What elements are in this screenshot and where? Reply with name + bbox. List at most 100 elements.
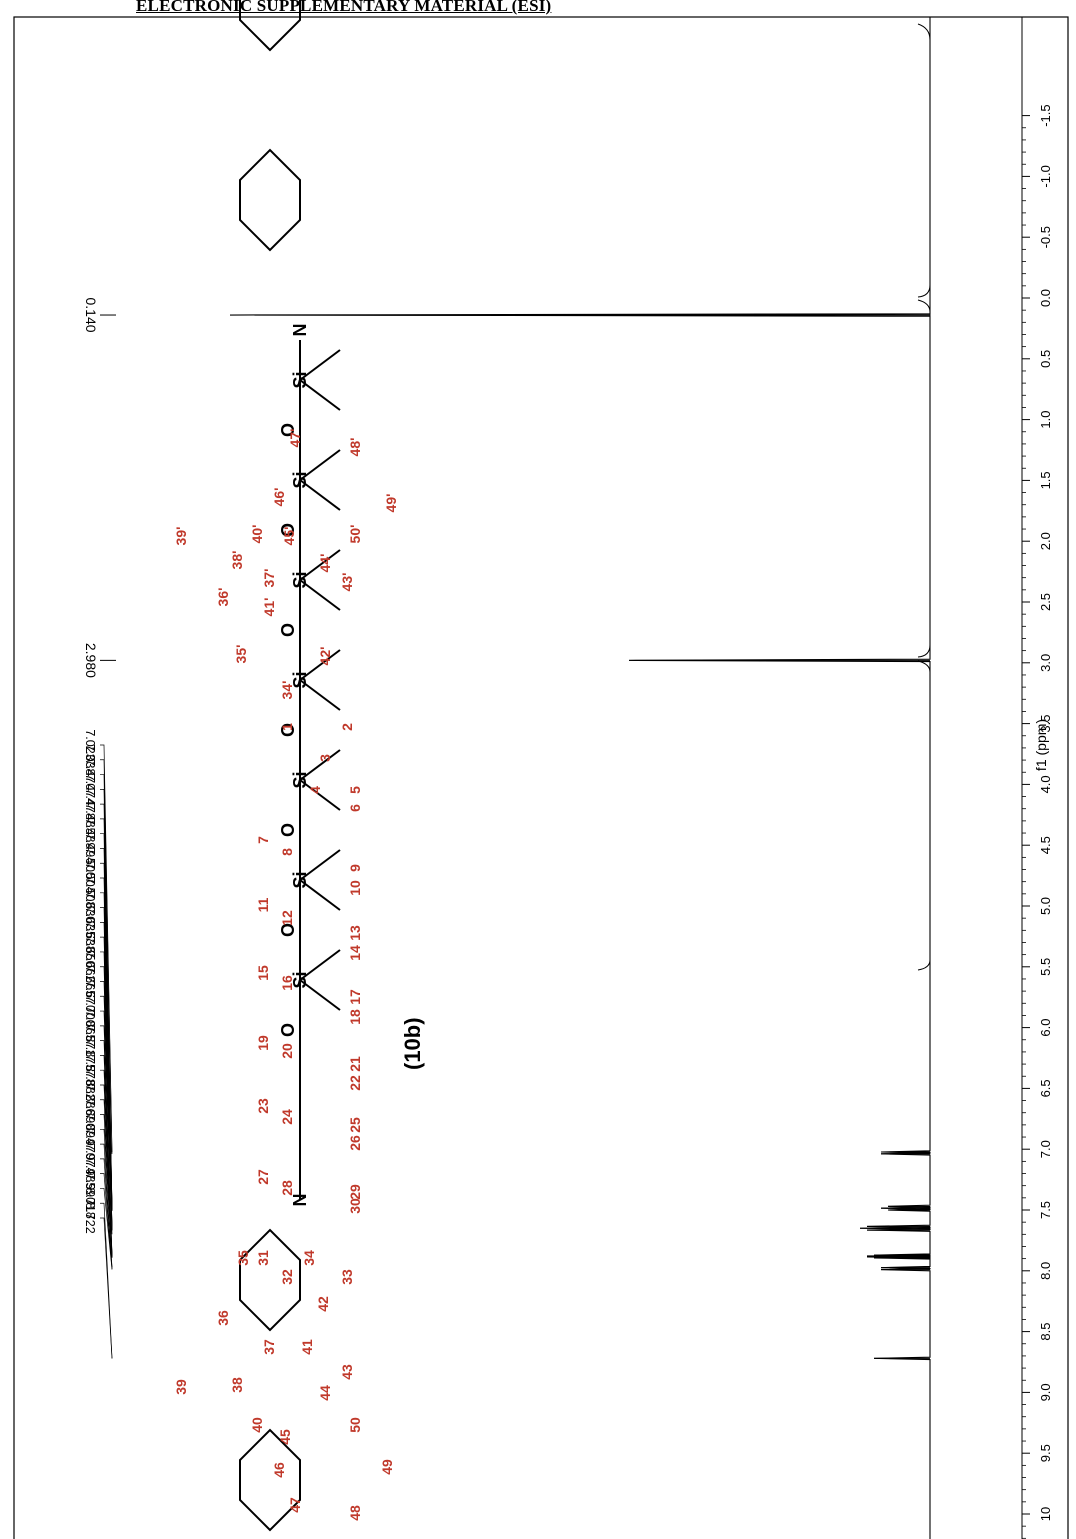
atom-number: 21 (347, 1056, 363, 1072)
x-axis-ticks (1022, 115, 1030, 1539)
atom-number: 49 (379, 1459, 395, 1475)
peak-label-leader (100, 1217, 113, 1359)
atom-O-3: O (278, 823, 298, 837)
atom-number: 32 (279, 1269, 295, 1285)
atom-number: 39' (173, 527, 189, 546)
atom-number: 39 (173, 1379, 189, 1395)
atom-number: 50 (347, 1417, 363, 1433)
atom-number: 40' (249, 525, 265, 544)
atom-number: 12 (279, 910, 295, 926)
x-tick-label: -1.5 (1038, 104, 1053, 126)
peak-label: 7.504 (83, 862, 97, 893)
peak-label: 7.635 (83, 907, 97, 938)
peak-label: 7.974 (83, 1143, 97, 1174)
x-tick-label: 2.0 (1038, 532, 1053, 550)
peak-label: 7.500 (83, 848, 97, 879)
atom-O-6: O (278, 523, 298, 537)
peak-label: 7.882 (83, 1069, 97, 1100)
ring-right-upper (239, 148, 301, 252)
atom-number: 48 (347, 1505, 363, 1521)
atom-number: 3 (317, 754, 333, 762)
peak-label: 7.865 (83, 1010, 97, 1041)
atom-number: 22 (347, 1075, 363, 1091)
atom-number: 25 (347, 1117, 363, 1133)
peak-label: 7.508 (83, 877, 97, 908)
ring-left-upper (239, 1228, 301, 1332)
atom-number: 26 (347, 1135, 363, 1151)
atom-number: 35' (233, 645, 249, 664)
x-tick-label: 5.5 (1038, 958, 1053, 976)
x-tick-label: 0.0 (1038, 289, 1053, 307)
peak-label: 7.650 (83, 936, 97, 967)
atom-number: 30 (347, 1198, 363, 1214)
x-tick-label: 1.5 (1038, 471, 1053, 489)
x-tick-label: 9.5 (1038, 1444, 1053, 1462)
atom-number: 49' (383, 494, 399, 513)
atom-number: 41' (261, 598, 277, 617)
x-tick-label: 8.5 (1038, 1323, 1053, 1341)
peak-label: 7.494 (83, 833, 97, 864)
peak-label: 7.878 (83, 1055, 97, 1086)
atom-number: 44 (317, 1385, 333, 1401)
atom-number: 34 (301, 1250, 317, 1266)
atom-O-5: O (278, 623, 298, 637)
atom-number: 20 (279, 1043, 295, 1059)
atom-number: 1 (279, 723, 295, 731)
atom-number: 2 (339, 723, 355, 731)
atom-O-1: O (278, 1023, 298, 1037)
atom-N-right: N (290, 324, 310, 337)
atom-number: 34' (279, 681, 295, 700)
x-axis-label: f1 (ppm) (1033, 719, 1049, 771)
peak-label: 7.985 (83, 1158, 97, 1189)
peak-label-leader (100, 1158, 113, 1268)
atom-number: 9 (347, 864, 363, 872)
peak-label: 7.875 (83, 1040, 97, 1071)
peak-label: 7.970 (83, 1128, 97, 1159)
x-tick-label: 6.0 (1038, 1019, 1053, 1037)
peak-label-list-singles: 0.140 2.980 (83, 298, 116, 678)
x-tick-label: 10 (1038, 1507, 1053, 1521)
atom-Si-6: Si (290, 471, 310, 488)
peak-label: 7.871 (83, 1025, 97, 1056)
atom-number: 42' (317, 647, 333, 666)
x-tick-label: -0.5 (1038, 226, 1053, 248)
peak-label: 7.474 (83, 774, 97, 805)
x-tick-label: 5.0 (1038, 897, 1053, 915)
x-tick-label: -1.0 (1038, 165, 1053, 187)
x-tick-label: 6.5 (1038, 1079, 1053, 1097)
atom-number: 24 (279, 1109, 295, 1125)
atom-number: 17 (347, 989, 363, 1005)
peak-label: 7.670 (83, 981, 97, 1012)
atom-number: 37' (261, 569, 277, 588)
peak-label: 0.140 (83, 298, 99, 333)
atom-number: 5 (347, 786, 363, 794)
peak-label: 2.980 (83, 643, 99, 678)
atom-number: 29 (347, 1184, 363, 1200)
peak-label: 7.662 (83, 951, 97, 982)
peak-label: 7.890 (83, 1099, 97, 1130)
atom-number: 50' (347, 525, 363, 544)
ring-left-terminal (239, 1428, 301, 1532)
spectrum-trace (229, 17, 931, 1539)
x-tick-label: 7.0 (1038, 1140, 1053, 1158)
atom-Si-3: Si (290, 771, 310, 788)
atom-number: 11 (255, 897, 271, 912)
peak-label: 7.489 (83, 818, 97, 849)
x-tick-label: 7.5 (1038, 1201, 1053, 1219)
atom-number: 41 (299, 1339, 315, 1355)
atom-number: 37 (261, 1339, 277, 1355)
peak-label: 7.470 (83, 759, 97, 790)
peak-label-leader (100, 892, 113, 1211)
atom-number: 44' (317, 554, 333, 573)
atom-number: 38' (229, 551, 245, 570)
peak-label-list-cluster: 7.0237.0387.4707.4747.4787.4857.4897.494… (83, 729, 97, 1233)
plot-frame (13, 16, 1069, 1539)
x-tick-label: 8.0 (1038, 1262, 1053, 1280)
atom-number: 28 (279, 1180, 295, 1196)
atom-O-2: O (278, 923, 298, 937)
atom-O-4: O (278, 723, 298, 737)
atom-Si-7: Si (290, 371, 310, 388)
atom-number: 43 (339, 1364, 355, 1380)
atom-O-7: O (278, 423, 298, 437)
peak-marks (230, 314, 930, 1359)
